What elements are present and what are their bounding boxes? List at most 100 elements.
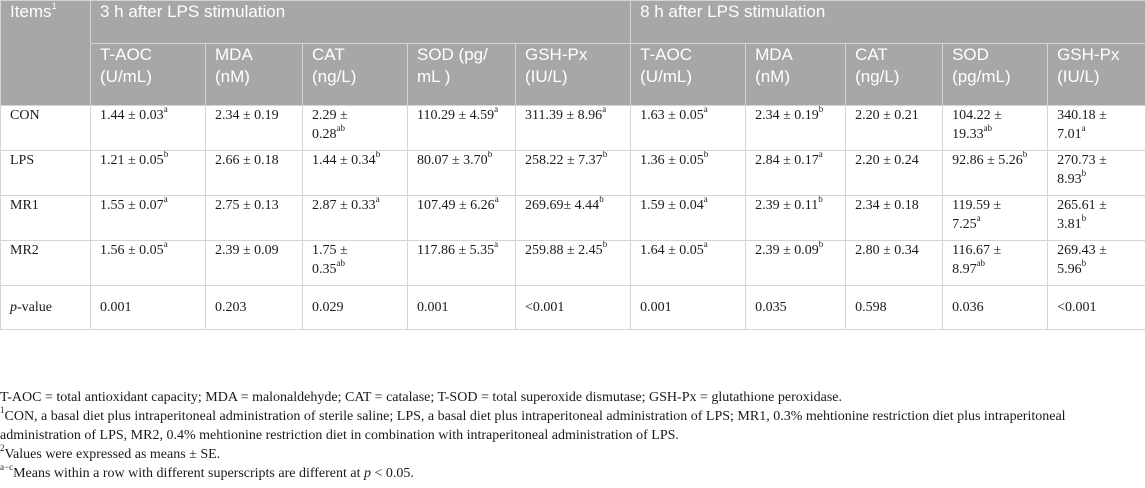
column-header: SOD (pg/mL ) — [407, 43, 516, 106]
table-cell: 1.21 ± 0.05b — [90, 150, 206, 196]
column-header: CAT (ng/L) — [302, 43, 408, 106]
cell-superscript: a — [602, 105, 607, 115]
table-cell: 2.87 ± 0.33a — [302, 195, 408, 241]
footnote-2: 2Values were expressed as means ± SE. — [0, 443, 221, 462]
cell-superscript: b — [375, 150, 381, 160]
cell-superscript: a — [976, 213, 981, 224]
table-cell: 1.44 ± 0.34b — [302, 150, 408, 196]
table-cell: 1.75 ± 0.35ab — [302, 240, 408, 286]
cell-superscript: b — [1022, 150, 1028, 160]
column-header: GSH-Px (IU/L) — [514, 43, 632, 106]
table-container: Items1 3 h after LPS stimulation 8 h aft… — [0, 0, 1145, 330]
table-cell: 2.80 ± 0.34 — [845, 240, 944, 286]
cell-value: 92.86 ± 5.26 — [952, 153, 1023, 168]
table-cell: 258.22 ± 7.37b — [514, 150, 632, 196]
pvalue-cell: 0.598 — [845, 285, 944, 330]
header-group-8h: 8 h after LPS stimulation — [630, 0, 1145, 44]
cell-superscript: a — [703, 195, 708, 205]
cell-superscript: ab — [336, 258, 346, 269]
cell-value: 110.29 ± 4.59 — [417, 108, 495, 123]
pvalue-label-rest: -value — [17, 300, 52, 315]
pvalue-cell: 0.029 — [302, 285, 408, 330]
table-cell: 2.34 ± 0.19b — [745, 105, 847, 151]
pvalue-cell: 0.035 — [745, 285, 847, 330]
cell-value-continued: 0.35 — [312, 262, 337, 277]
cell-superscript: b — [818, 240, 824, 250]
table-cell: 1.64 ± 0.05a — [630, 240, 747, 286]
table-cell: 270.73 ± 8.93b — [1047, 150, 1145, 196]
cell-superscript: a — [818, 150, 823, 160]
table-cell: 2.66 ± 0.18 — [205, 150, 303, 196]
table-cell: 269.69± 4.44b — [514, 195, 632, 241]
table-cell: 269.43 ± 5.96b — [1047, 240, 1145, 286]
cell-value: 2.39 ± 0.09 — [755, 243, 819, 258]
cell-superscript: b — [602, 150, 608, 160]
column-header: T-AOC (U/mL) — [90, 43, 206, 106]
table-cell: 107.49 ± 6.26a — [407, 195, 516, 241]
cell-superscript: b — [163, 150, 169, 160]
column-header: T-AOC (U/mL) — [630, 43, 747, 106]
table-cell: 1.44 ± 0.03a — [90, 105, 206, 151]
results-table: Items1 3 h after LPS stimulation 8 h aft… — [0, 0, 1145, 330]
table-footnotes: T-AOC = total antioxidant capacity; MDA … — [0, 388, 1145, 483]
table-row: CON 1.44 ± 0.03a 2.34 ± 0.19 2.29 ±0.28ab 11… — [0, 105, 1145, 151]
pvalue-cell: 0.203 — [205, 285, 303, 330]
cell-value: 2.39 ± 0.09 — [215, 243, 279, 258]
cell-value: 1.44 ± 0.03 — [100, 108, 164, 123]
cell-value-continued: 5.96 — [1057, 262, 1082, 277]
cell-value: 340.18 ± — [1057, 108, 1107, 123]
table-cell: 1.56 ± 0.05a — [90, 240, 206, 286]
table-cell: 110.29 ± 4.59a — [407, 105, 516, 151]
table-cell: 2.39 ± 0.11b — [745, 195, 847, 241]
header-items: Items1 — [0, 0, 91, 106]
cell-superscript: b — [703, 150, 709, 160]
cell-superscript: a — [163, 240, 168, 250]
table-cell: 2.39 ± 0.09 — [205, 240, 303, 286]
cell-value: 1.75 ± — [312, 243, 348, 258]
row-label: MR1 — [0, 195, 91, 241]
cell-value: 1.56 ± 0.05 — [100, 243, 164, 258]
cell-value: 269.43 ± — [1057, 243, 1107, 258]
cell-value: 2.75 ± 0.13 — [215, 198, 279, 213]
table-cell: 80.07 ± 3.70b — [407, 150, 516, 196]
cell-value-continued: 7.25 — [952, 217, 977, 232]
cell-value: 2.80 ± 0.34 — [855, 243, 919, 258]
cell-superscript: b — [602, 240, 608, 250]
cell-superscript: b — [1081, 258, 1087, 269]
table-cell: 1.59 ± 0.04a — [630, 195, 747, 241]
cell-value: 116.67 ± — [952, 243, 1002, 258]
table-body: CON 1.44 ± 0.03a 2.34 ± 0.19 2.29 ±0.28ab 11… — [0, 105, 1145, 330]
table-row: MR1 1.55 ± 0.07a 2.75 ± 0.13 2.87 ± 0.33a 10… — [0, 195, 1145, 241]
cell-value: 311.39 ± 8.96 — [525, 108, 603, 123]
table-cell: 2.84 ± 0.17a — [745, 150, 847, 196]
cell-value-continued: 8.93 — [1057, 172, 1082, 187]
cell-value: 269.69± 4.44 — [525, 198, 600, 213]
cell-superscript: b — [487, 150, 493, 160]
cell-value: 2.20 ± 0.24 — [855, 153, 919, 168]
cell-value-continued: 19.33 — [952, 127, 984, 142]
cell-superscript: a — [494, 195, 499, 205]
table-cell: 117.86 ± 5.35a — [407, 240, 516, 286]
table-cell: 2.20 ± 0.24 — [845, 150, 944, 196]
table-cell: 116.67 ± 8.97ab — [942, 240, 1049, 286]
table-cell: 265.61 ± 3.81b — [1047, 195, 1145, 241]
cell-value: 2.20 ± 0.21 — [855, 108, 919, 123]
cell-value: 258.22 ± 7.37 — [525, 153, 603, 168]
cell-superscript: a — [703, 105, 708, 115]
column-header: GSH-Px (IU/L) — [1047, 43, 1145, 106]
table-cell: 2.34 ± 0.19 — [205, 105, 303, 151]
table-cell: 2.34 ± 0.18 — [845, 195, 944, 241]
table-cell: 104.22 ± 19.33ab — [942, 105, 1049, 151]
cell-value: 2.34 ± 0.18 — [855, 198, 919, 213]
cell-value: 1.64 ± 0.05 — [640, 243, 704, 258]
cell-value-continued: 0.28 — [312, 127, 337, 142]
cell-superscript: a — [1081, 123, 1086, 134]
table-cell: 92.86 ± 5.26b — [942, 150, 1049, 196]
row-label: MR2 — [0, 240, 91, 286]
cell-superscript: b — [818, 195, 823, 205]
table-cell: 1.63 ± 0.05a — [630, 105, 747, 151]
cell-superscript: b — [1081, 168, 1087, 179]
cell-value: 1.21 ± 0.05 — [100, 153, 164, 168]
cell-value: 1.36 ± 0.05 — [640, 153, 704, 168]
row-label: LPS — [0, 150, 91, 196]
